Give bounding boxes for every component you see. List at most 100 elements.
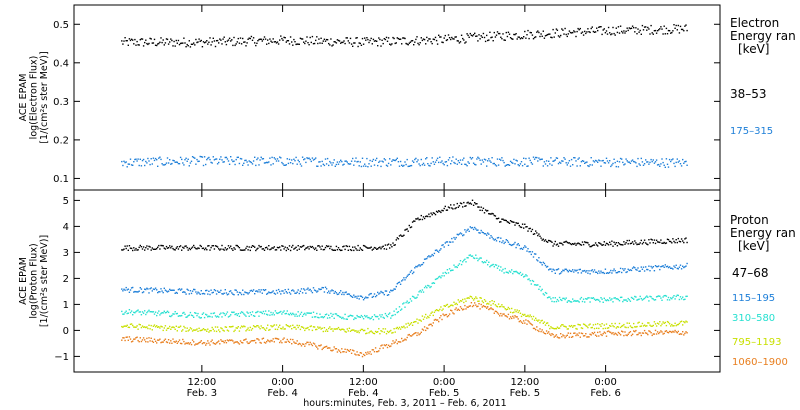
data-point: [338, 350, 341, 352]
data-point: [585, 241, 587, 244]
data-point: [329, 160, 331, 163]
data-point: [482, 301, 485, 304]
data-point: [516, 316, 518, 318]
data-point: [450, 204, 452, 206]
data-point: [479, 297, 481, 299]
data-point: [665, 266, 668, 268]
data-point: [374, 347, 377, 349]
data-point: [284, 289, 286, 291]
data-point: [605, 335, 608, 337]
data-point: [585, 333, 587, 335]
data-point: [373, 332, 376, 335]
data-point: [222, 340, 224, 342]
data-point: [260, 38, 262, 40]
data-point: [465, 261, 467, 263]
data-point: [410, 40, 413, 42]
data-point: [503, 313, 505, 315]
data-point: [648, 322, 650, 324]
data-point: [560, 162, 562, 164]
data-point: [189, 327, 192, 329]
data-point: [515, 246, 517, 249]
data-point: [568, 30, 571, 32]
data-point: [352, 315, 354, 317]
data-point: [619, 243, 622, 246]
data-point: [408, 165, 410, 167]
data-point: [645, 332, 647, 334]
data-point: [386, 244, 389, 246]
data-point: [374, 40, 377, 42]
data-point: [413, 220, 415, 222]
data-point: [378, 247, 380, 249]
data-point: [209, 330, 211, 332]
data-point: [680, 28, 683, 31]
data-point: [633, 243, 635, 245]
data-point: [256, 248, 258, 250]
data-point: [649, 330, 651, 333]
data-point: [316, 312, 318, 315]
data-point: [501, 304, 503, 306]
data-point: [515, 159, 517, 161]
data-point: [334, 249, 336, 251]
data-point: [324, 346, 327, 348]
data-point: [380, 330, 382, 332]
data-point: [488, 261, 490, 263]
data-point: [293, 158, 295, 160]
data-point: [598, 26, 600, 28]
data-point: [646, 29, 648, 31]
data-point: [638, 163, 640, 165]
data-point: [249, 311, 251, 314]
data-point: [564, 298, 566, 301]
data-point: [539, 235, 541, 237]
data-point: [686, 262, 688, 265]
data-point: [462, 234, 464, 237]
data-point: [199, 317, 201, 319]
data-point: [417, 332, 419, 334]
data-point: [368, 163, 370, 165]
data-point: [509, 316, 512, 318]
data-point: [331, 315, 333, 317]
data-point: [150, 337, 152, 339]
data-point: [605, 157, 608, 159]
data-point: [313, 316, 316, 318]
data-point: [152, 325, 155, 327]
data-point: [445, 39, 448, 42]
data-point: [171, 342, 173, 344]
data-point: [599, 242, 601, 245]
data-point: [649, 33, 651, 35]
data-point: [512, 244, 514, 246]
data-point: [552, 333, 554, 336]
data-point: [444, 34, 446, 37]
data-point: [133, 326, 135, 328]
data-point: [406, 336, 408, 339]
data-point: [441, 41, 443, 43]
data-point: [649, 324, 651, 326]
data-point: [575, 327, 577, 330]
data-point: [551, 300, 553, 303]
data-point: [230, 326, 232, 328]
data-point: [567, 271, 569, 273]
data-point: [507, 31, 510, 33]
data-point: [629, 269, 632, 271]
data-point: [646, 295, 648, 297]
data-point: [138, 246, 140, 249]
data-point: [561, 271, 563, 273]
data-point: [164, 42, 167, 44]
data-point: [148, 309, 150, 311]
data-point: [478, 258, 480, 260]
data-point: [286, 292, 288, 294]
data-point: [480, 35, 482, 37]
data-point: [652, 242, 654, 244]
data-point: [284, 341, 286, 343]
data-point: [220, 39, 222, 41]
data-point: [419, 319, 421, 321]
data-point: [393, 328, 395, 330]
data-point: [401, 337, 403, 340]
data-point: [671, 323, 673, 326]
data-point: [251, 245, 254, 247]
data-point: [579, 27, 581, 30]
data-point: [574, 242, 576, 245]
data-point: [482, 262, 485, 264]
data-point: [411, 221, 414, 223]
data-point: [556, 243, 559, 245]
data-point: [159, 156, 161, 158]
